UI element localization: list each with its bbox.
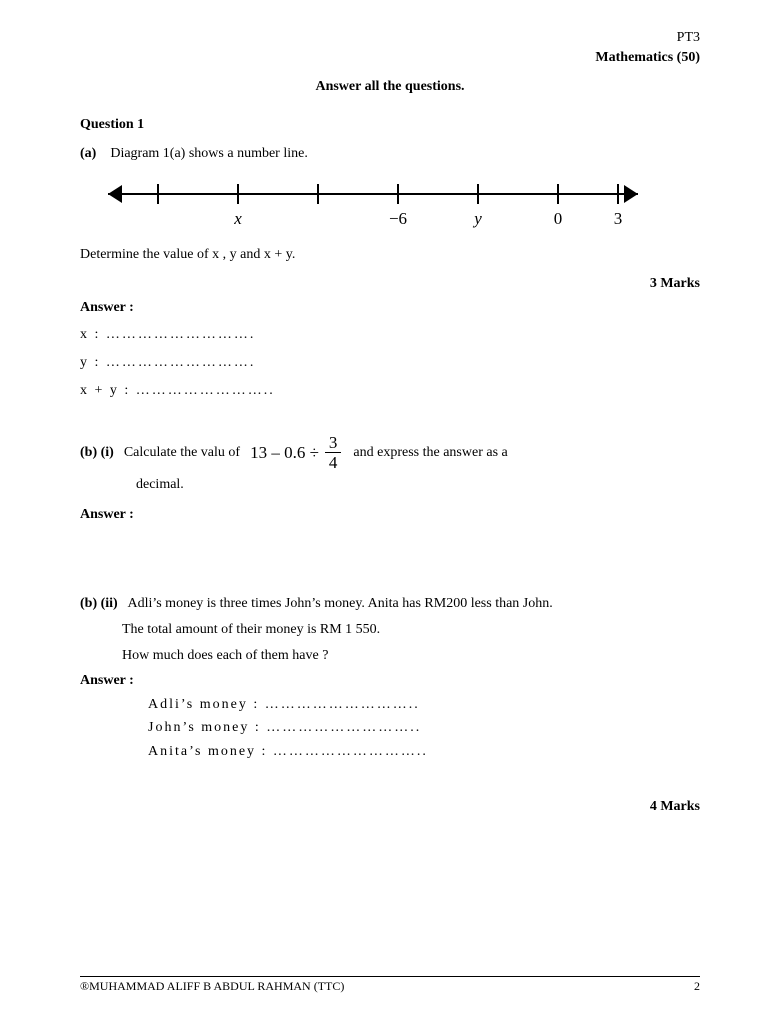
q1a-determine: Determine the value of x , y and x + y.	[80, 245, 700, 265]
q1bi-row: (b) (i) Calculate the valu of 13 – 0.6 ÷…	[80, 434, 700, 471]
q1bii-block: (b) (ii) Adli’s money is three times Joh…	[80, 594, 700, 665]
q1bi-label: (b) (i)	[80, 443, 114, 463]
q1bii-john: John’s money : ………………………..	[148, 718, 700, 738]
q1a-answer-label: Answer :	[80, 298, 700, 318]
q1bii-label: (b) (ii)	[80, 596, 118, 611]
q1bi-answer-label: Answer :	[80, 505, 700, 525]
q1bii-line3: How much does each of them have ?	[122, 646, 700, 666]
exam-page: PT3 Mathematics (50) Answer all the ques…	[0, 0, 768, 839]
q1bi-fraction: 3 4	[325, 434, 342, 471]
q1a-answer-xy: x + y : ……………………..	[80, 381, 700, 401]
q1a-block: (a) Diagram 1(a) shows a number line.	[80, 144, 700, 164]
number-line-svg: x −6 y 0 3	[98, 174, 658, 234]
header-block: PT3 Mathematics (50)	[80, 28, 700, 67]
q1a-answer-y: y : ……………………….	[80, 353, 700, 373]
q1bi-line2: decimal.	[136, 475, 700, 495]
svg-text:3: 3	[614, 209, 623, 228]
q1a-answer-x: x : ……………………….	[80, 325, 700, 345]
footer-author: ®MUHAMMAD ALIFF B ABDUL RAHMAN (TTC)	[80, 979, 344, 994]
q1bi-expr-prefix: 13 – 0.6 ÷	[250, 441, 319, 465]
header-line-1: PT3	[80, 28, 700, 48]
svg-text:0: 0	[554, 209, 563, 228]
page-title: Answer all the questions.	[80, 77, 700, 97]
q1bii-anita: Anita’s money : ………………………..	[148, 742, 700, 762]
q1bii-adli: Adli’s money : ………………………..	[148, 695, 700, 715]
q1bii-marks: 4 Marks	[80, 797, 700, 817]
q1a-label: (a)	[80, 146, 96, 161]
q1bi-expression: 13 – 0.6 ÷ 3 4	[250, 434, 343, 471]
q1a-text: Diagram 1(a) shows a number line.	[110, 146, 308, 161]
q1a-marks: 3 Marks	[80, 274, 700, 294]
q1bi-pretext: Calculate the valu of	[124, 443, 240, 463]
q1bi-frac-num: 3	[325, 434, 342, 453]
q1bii-line2: The total amount of their money is RM 1 …	[122, 620, 700, 640]
svg-text:x: x	[233, 209, 242, 228]
q1bi-frac-den: 4	[325, 453, 342, 471]
svg-text:y: y	[472, 209, 482, 228]
page-footer: ®MUHAMMAD ALIFF B ABDUL RAHMAN (TTC) 2	[80, 976, 700, 994]
footer-page-number: 2	[694, 979, 700, 994]
q1bii-line1: Adli’s money is three times John’s money…	[127, 596, 552, 611]
number-line-diagram: x −6 y 0 3	[98, 174, 700, 241]
svg-text:−6: −6	[389, 209, 407, 228]
q1bi-posttext: and express the answer as a	[353, 443, 507, 463]
header-line-2: Mathematics (50)	[80, 48, 700, 68]
question-1-heading: Question 1	[80, 115, 700, 135]
q1bii-answer-label: Answer :	[80, 671, 700, 691]
